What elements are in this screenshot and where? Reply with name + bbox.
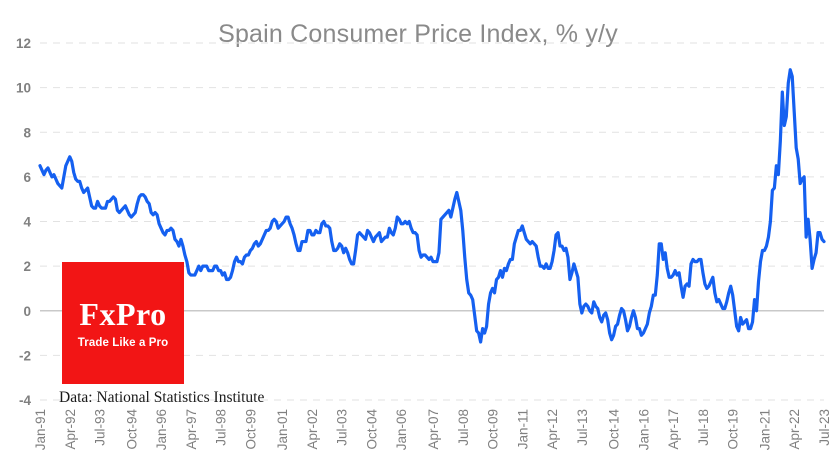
- y-tick-label: 8: [23, 125, 31, 140]
- x-tick-label: Oct-94: [124, 409, 139, 450]
- y-tick-label: 4: [23, 215, 31, 230]
- x-axis-tick-labels: Jan-91 Apr-92 Jul-93 Oct-94 Jan-96 Apr-97 Jul-…: [33, 409, 832, 451]
- x-tick-label: Jul-18: [696, 409, 711, 446]
- x-tick-label: Jul-23: [817, 409, 832, 446]
- fxpro-logo: FxPro Trade Like a Pro: [62, 262, 184, 384]
- x-tick-label: Apr-17: [666, 409, 681, 450]
- y-tick-label: -4: [19, 393, 31, 408]
- x-tick-label: Apr-92: [63, 409, 78, 450]
- y-tick-label: 12: [16, 36, 31, 51]
- x-tick-label: Jul-13: [575, 409, 590, 446]
- x-tick-label: Jan-16: [636, 409, 651, 450]
- x-tick-label: Jul-03: [335, 409, 350, 446]
- x-tick-label: Jan-21: [757, 409, 772, 450]
- x-tick-label: Jan-06: [394, 409, 409, 450]
- fxpro-logo-wordmark: FxPro: [79, 295, 167, 332]
- x-tick-label: Oct-19: [726, 409, 741, 450]
- y-axis-tick-labels: -4 -2 0 2 4 6 8 10 12: [16, 36, 32, 408]
- y-tick-label: 2: [23, 259, 31, 274]
- x-tick-label: Oct-99: [243, 409, 258, 450]
- source-note: Data: National Statistics Institute: [59, 389, 265, 406]
- x-tick-label: Apr-12: [545, 409, 560, 450]
- x-tick-label: Jul-93: [93, 409, 108, 446]
- x-tick-label: Apr-22: [787, 409, 802, 450]
- x-tick-label: Oct-09: [486, 409, 501, 450]
- x-tick-label: Apr-02: [305, 409, 320, 450]
- x-tick-label: Jan-01: [275, 409, 290, 450]
- cpi-line-series: [38, 68, 826, 344]
- y-tick-label: 0: [23, 304, 31, 319]
- y-tick-label: 10: [16, 81, 31, 96]
- x-tick-label: Jan-91: [33, 409, 48, 450]
- fxpro-logo-tagline: Trade Like a Pro: [77, 336, 169, 349]
- x-tick-label: Jul-98: [214, 409, 229, 446]
- x-tick-label: Oct-04: [364, 409, 379, 450]
- y-tick-label: 6: [23, 170, 31, 185]
- x-tick-label: Jan-96: [154, 409, 169, 450]
- y-tick-label: -2: [19, 348, 31, 363]
- x-tick-label: Oct-14: [607, 409, 622, 450]
- x-tick-label: Apr-97: [184, 409, 199, 450]
- x-tick-label: Apr-07: [426, 409, 441, 450]
- x-tick-label: Jan-11: [515, 409, 530, 449]
- x-tick-label: Jul-08: [456, 409, 471, 446]
